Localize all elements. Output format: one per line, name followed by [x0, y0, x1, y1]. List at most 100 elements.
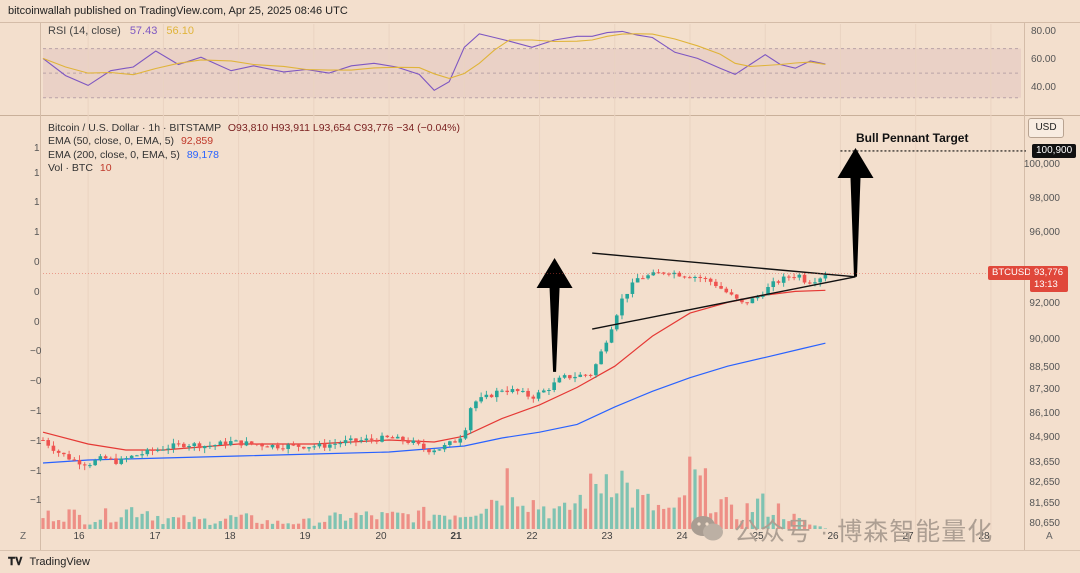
candle-body — [385, 435, 390, 438]
candle-body — [114, 458, 118, 464]
symbol-price-tag: BTCUSD — [988, 266, 1036, 280]
auto-scale-button[interactable]: A — [1046, 531, 1053, 542]
volume-bar — [375, 519, 379, 529]
candle-body — [604, 342, 609, 352]
candle-body — [416, 440, 421, 444]
left-axis-tick: 1 — [34, 197, 40, 208]
volume-bar — [589, 473, 593, 529]
brand-name: TradingView — [29, 556, 90, 568]
ema50-line — [42, 289, 826, 451]
volume-bar — [719, 499, 723, 529]
volume-bar — [234, 516, 238, 529]
candle-body — [421, 443, 426, 449]
footer-bar: 𝐓𝐕 TradingView — [0, 550, 1080, 573]
volume-bar — [563, 502, 567, 529]
candle-body — [228, 441, 233, 446]
volume-bar — [667, 507, 671, 529]
candle-body — [458, 438, 463, 443]
volume-bar — [703, 468, 708, 529]
candle-body — [338, 443, 343, 445]
ohlc-values: O93,810 H93,911 L93,654 C93,776 −34 (−0.… — [227, 122, 460, 134]
volume-bar — [479, 513, 483, 529]
candle-body — [672, 272, 676, 275]
volume-bar — [307, 518, 311, 529]
volume-bar — [312, 525, 316, 529]
candle-body — [494, 390, 499, 398]
candle-body — [208, 446, 212, 448]
candle-body — [750, 298, 755, 304]
volume-bar — [693, 469, 697, 529]
candle-body — [630, 282, 635, 294]
volume-bar — [521, 505, 525, 529]
candle-body — [109, 458, 113, 460]
volume-bar — [489, 499, 494, 529]
volume-bar — [276, 520, 280, 529]
candle-body — [322, 443, 327, 448]
volume-bar — [505, 468, 509, 529]
x-tick: 20 — [375, 531, 387, 542]
pennant-lower-line — [592, 276, 856, 330]
candle-body — [531, 396, 536, 399]
rsi-path — [42, 30, 826, 91]
candle-body — [427, 448, 431, 453]
currency-button[interactable]: USD — [1028, 118, 1064, 138]
volume-bar — [182, 515, 186, 529]
candle-body — [588, 374, 593, 376]
candle-body — [88, 465, 92, 467]
left-axis-tick: −1 — [30, 436, 42, 447]
volume-bar — [443, 515, 447, 529]
volume-bar — [411, 522, 415, 529]
left-axis-tick: 0 — [34, 317, 40, 328]
ema50-value: 92,859 — [180, 135, 214, 148]
candle-body — [463, 430, 468, 439]
volume-bar — [46, 510, 50, 529]
candle-body — [541, 390, 546, 393]
volume-bar — [510, 497, 515, 529]
volume-bar — [782, 519, 786, 529]
candle-body — [380, 435, 384, 442]
rsi-tick: 80.00 — [1030, 26, 1056, 37]
candle-body — [150, 449, 155, 451]
volume-bar — [427, 520, 431, 529]
zoom-marker[interactable]: Z — [20, 531, 27, 542]
candle-body — [651, 272, 656, 276]
volume-bar — [171, 517, 175, 529]
volume-bar — [197, 519, 202, 529]
rsi-ma-path — [42, 33, 826, 79]
volume-bar — [615, 493, 619, 529]
volume-bar — [177, 517, 181, 529]
volume-bar — [761, 493, 765, 529]
price-tick: 87,300 — [1029, 384, 1060, 395]
volume-bar — [724, 497, 728, 529]
candle-body — [729, 292, 734, 295]
publisher-bar: bitcoinwallah published on TradingView.c… — [0, 0, 1080, 22]
volume-bar — [750, 512, 754, 529]
volume-bar — [328, 515, 332, 529]
volume-bar — [745, 503, 749, 529]
candle-body — [135, 455, 139, 457]
candle-body — [724, 288, 729, 293]
left-axis-tick: −1 — [30, 495, 42, 506]
candle-body — [291, 444, 296, 446]
left-axis-tick: −1 — [30, 466, 42, 477]
volume-bar — [354, 512, 358, 529]
volume-bar — [385, 513, 389, 529]
volume-bar — [239, 514, 243, 529]
x-tick: 24 — [676, 531, 688, 542]
volume-bar — [41, 518, 45, 529]
price-tick: 98,000 — [1029, 193, 1060, 204]
candle-body — [797, 274, 802, 278]
candle-body — [552, 382, 556, 391]
price-tick: 80,650 — [1029, 518, 1060, 529]
candle-body — [656, 272, 661, 274]
volume-bar — [740, 520, 744, 529]
volume-bar — [568, 509, 572, 529]
candle-body — [155, 449, 160, 451]
volume-bar — [474, 515, 478, 529]
volume-bar — [641, 495, 645, 529]
candle-body — [609, 329, 614, 343]
volume-bar — [124, 509, 129, 529]
volume-bar — [114, 521, 118, 529]
candle-body — [687, 277, 692, 279]
